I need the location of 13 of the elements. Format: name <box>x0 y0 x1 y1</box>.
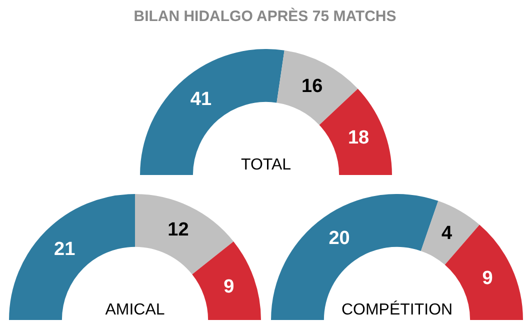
data-label: 12 <box>168 220 189 241</box>
data-label: 20 <box>328 228 350 250</box>
text: COMPÉTITION <box>341 300 453 318</box>
data-label: 18 <box>348 128 370 149</box>
data-label: 9 <box>224 276 234 298</box>
text: AMICAL <box>105 301 165 318</box>
data-label: 4 <box>441 223 452 244</box>
chart-title: BILAN HIDALGO APRÈS 75 MATCHS <box>132 8 398 25</box>
data-label: 16 <box>302 76 323 98</box>
text: TOTAL <box>240 156 292 174</box>
data-label: 9 <box>482 268 493 289</box>
data-label: 41 <box>190 88 212 110</box>
data-label: 21 <box>54 238 76 260</box>
